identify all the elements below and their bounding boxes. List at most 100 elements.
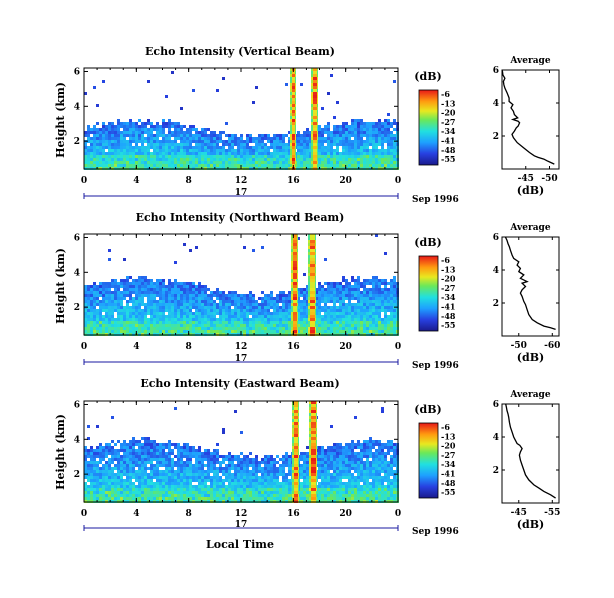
heat-cell: [213, 452, 216, 455]
heat-cell: [342, 288, 345, 291]
heat-cell: [159, 482, 162, 485]
heat-cell: [252, 309, 255, 312]
heat-cell: [111, 158, 114, 161]
heat-cell: [132, 297, 135, 300]
heat-cell: [372, 318, 375, 321]
heat-cell: [183, 318, 186, 321]
heat-cell: [87, 161, 90, 164]
heat-cell: [132, 158, 135, 161]
heat-cell: [243, 161, 246, 164]
heat-cell: [150, 146, 153, 149]
heat-cell: [234, 455, 237, 458]
heat-cell: [222, 312, 225, 315]
heat-cell: [213, 161, 216, 164]
heat-cell: [249, 452, 252, 455]
heat-cell: [324, 164, 327, 167]
heat-cell: [252, 464, 255, 467]
heat-cell: [213, 291, 216, 294]
heat-cell: [117, 146, 120, 149]
heat-cell: [210, 467, 213, 470]
heat-cell: [297, 291, 300, 294]
heat-cell: [186, 285, 189, 288]
heat-cell: [210, 134, 213, 137]
heat-cell: [96, 321, 99, 324]
heat-cell: [342, 134, 345, 137]
heat-cell: [360, 155, 363, 158]
heat-cell: [276, 161, 279, 164]
heat-cell: [231, 146, 234, 149]
heat-cell: [372, 303, 375, 306]
heat-cell: [129, 443, 132, 446]
heat-cell: [360, 140, 363, 143]
heat-cell: [93, 464, 96, 467]
heat-cell: [198, 303, 201, 306]
heat-cell: [90, 137, 93, 140]
heat-cell: [90, 446, 93, 449]
heat-cell: [324, 318, 327, 321]
heat-cell: [258, 303, 261, 306]
heat-cell: [288, 473, 291, 476]
heat-cell: [336, 161, 339, 164]
heat-cell: [147, 309, 150, 312]
heat-cell: [378, 279, 381, 282]
heat-cell: [300, 152, 303, 155]
heat-cell: [222, 309, 225, 312]
heat-cell: [171, 303, 174, 306]
heat-cell: [90, 300, 93, 303]
heat-cell: [330, 324, 333, 327]
heat-cell: [105, 470, 108, 473]
heat-cell: [216, 303, 219, 306]
heat-cell: [351, 291, 354, 294]
heat-cell: [292, 92, 295, 95]
heat-cell: [183, 306, 186, 309]
heat-cell: [129, 467, 132, 470]
heat-cell: [177, 315, 180, 318]
heat-cell: [216, 161, 219, 164]
heat-cell: [132, 152, 135, 155]
heat-cell: [243, 303, 246, 306]
heat-cell: [102, 146, 105, 149]
heat-cell: [177, 152, 180, 155]
heat-cell: [333, 324, 336, 327]
heat-cell: [111, 455, 114, 458]
heat-cell: [180, 149, 183, 152]
heat-cell: [96, 140, 99, 143]
heat-cell: [177, 458, 180, 461]
heat-cell: [339, 303, 342, 306]
heat-cell: [240, 479, 243, 482]
heat-cell: [360, 291, 363, 294]
heat-cell: [303, 321, 306, 324]
heat-cell: [87, 140, 90, 143]
heat-cell: [210, 146, 213, 149]
heat-cell: [204, 161, 207, 164]
x-tick-label: 12: [235, 176, 248, 186]
heat-cell: [129, 282, 132, 285]
heat-cell: [321, 131, 324, 134]
heat-cell: [273, 137, 276, 140]
heat-cell: [345, 146, 348, 149]
heat-cell: [93, 288, 96, 291]
heat-cell: [144, 131, 147, 134]
heat-cell: [129, 330, 132, 333]
heat-cell: [279, 137, 282, 140]
heat-cell: [318, 458, 321, 461]
heat-cell: [357, 122, 360, 125]
heat-cell: [234, 297, 237, 300]
heat-cell: [138, 294, 141, 297]
heat-cell: [123, 279, 126, 282]
heat-cell: [387, 327, 390, 330]
heat-cell: [363, 452, 366, 455]
heat-cell: [186, 300, 189, 303]
heat-cell: [204, 300, 207, 303]
heat-cell: [324, 461, 327, 464]
heat-cell: [285, 473, 288, 476]
heat-cell: [180, 467, 183, 470]
heat-cell: [117, 164, 120, 167]
heat-cell: [339, 458, 342, 461]
heat-cell: [282, 324, 285, 327]
heat-cell: [117, 449, 120, 452]
heat-cell: [234, 321, 237, 324]
heat-cell: [189, 128, 192, 131]
heat-cell: [366, 306, 369, 309]
heat-cell: [313, 155, 317, 158]
